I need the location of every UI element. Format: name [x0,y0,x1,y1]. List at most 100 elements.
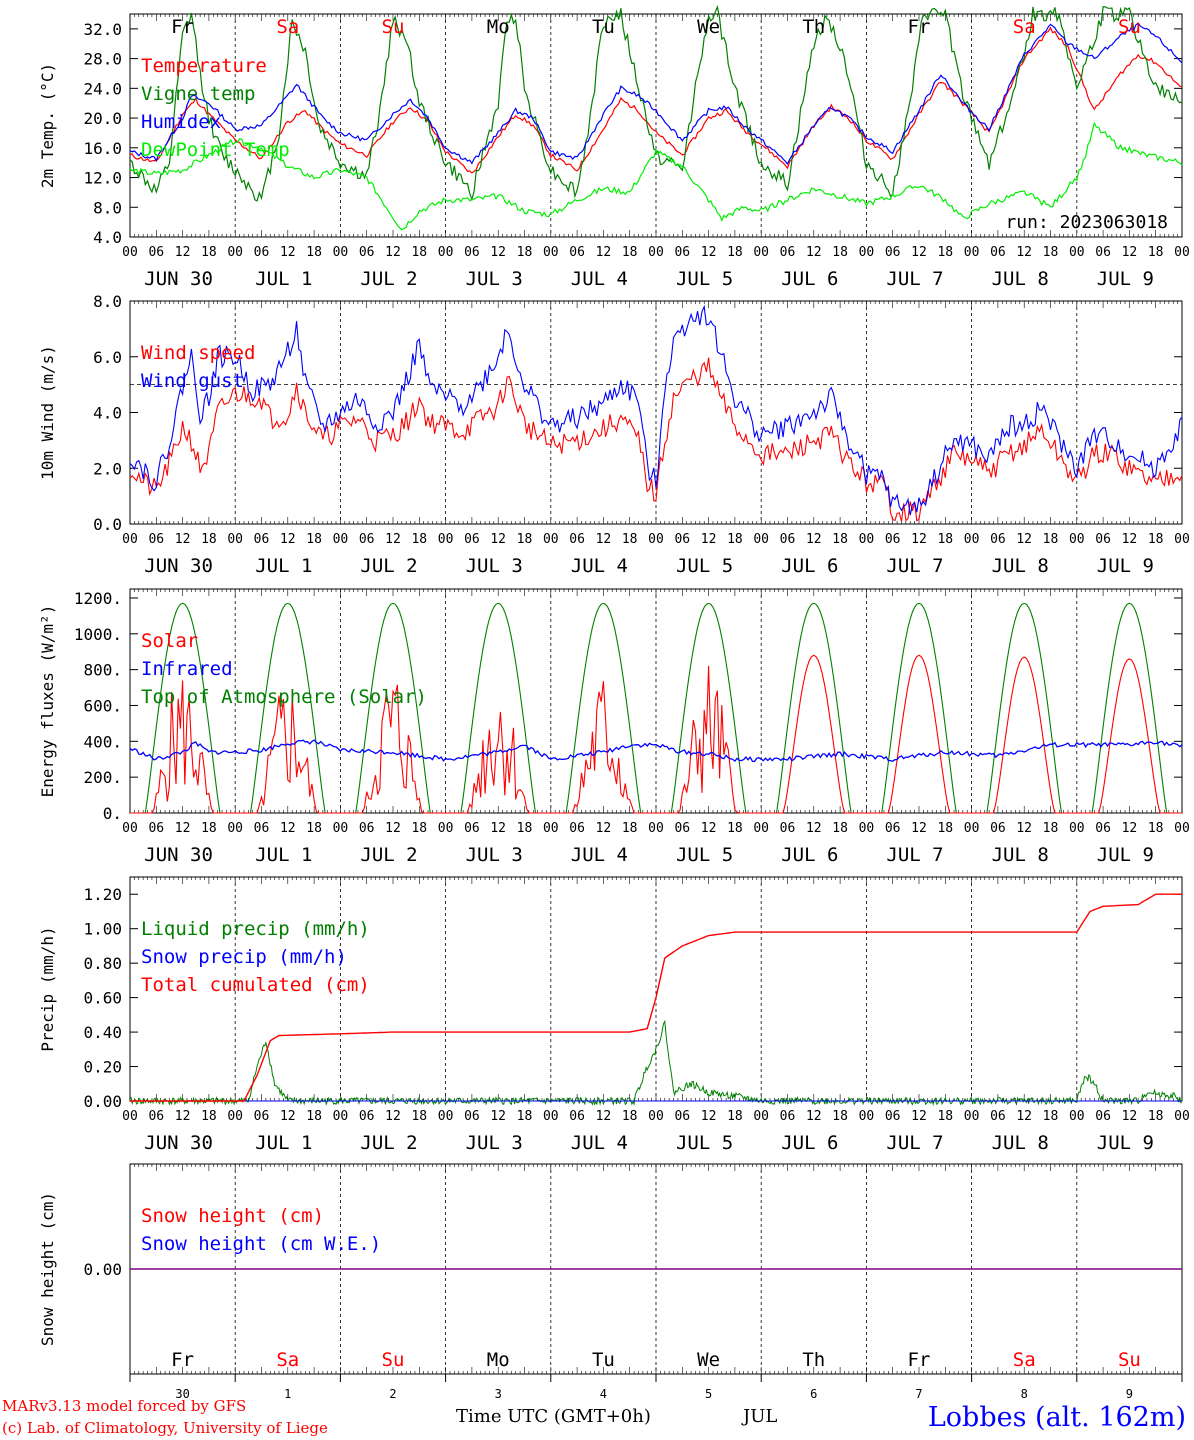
series-line-solar [130,654,1182,814]
date-label: JUL 1 [255,1132,312,1154]
hour-label: 00 [1174,532,1190,547]
day-name: Su [382,1349,405,1371]
y-tick-label: 0.20 [83,1058,122,1077]
hour-label: 12 [1016,821,1032,836]
y-tick-label: 0.00 [83,1260,122,1279]
hour-label: 00 [964,821,980,836]
panel-2 [129,300,1183,525]
hour-label: 12 [385,532,401,547]
date-label: JUL 4 [571,268,628,290]
hour-label: 00 [859,245,875,260]
hour-label: 00 [753,821,769,836]
date-label: JUL 2 [360,844,417,866]
hour-label: 06 [569,532,585,547]
y-axis-title: 10m Wind (m/s) [38,345,57,480]
panel-1 [129,4,1183,238]
hour-label: 06 [148,245,164,260]
date-label: JUL 1 [255,844,312,866]
date-label: JUL 2 [360,268,417,290]
hour-label: 12 [1016,1109,1032,1124]
hour-label: 12 [806,1109,822,1124]
hour-label: 18 [1148,1109,1164,1124]
date-label: JUN 30 [144,268,213,290]
hour-label: 06 [464,532,480,547]
hour-label: 12 [175,245,191,260]
hour-label: 18 [1043,245,1059,260]
day-number: 8 [1021,1387,1028,1401]
hour-label: 00 [122,821,138,836]
date-label: JUL 6 [781,555,838,577]
y-tick-label: 8.0 [93,198,122,217]
day-number: 3 [495,1387,502,1401]
hour-label: 18 [1148,245,1164,260]
panel-frame [129,300,1183,525]
panel-5 [129,1163,1183,1382]
y-tick-label: 28.0 [83,50,122,69]
hour-label: 06 [254,532,270,547]
hour-label: 00 [964,532,980,547]
hour-label: 06 [885,532,901,547]
hour-label: 06 [254,1109,270,1124]
y-tick-label: 8.0 [93,292,122,311]
date-label: JUL 5 [676,555,733,577]
hour-label: 18 [1148,532,1164,547]
day-name: Tu [592,1349,615,1371]
date-label: JUL 3 [466,268,523,290]
date-label: JUL 2 [360,1132,417,1154]
hour-label: 18 [306,245,322,260]
legend-entry: Infrared [141,658,233,680]
date-label: JUL 9 [1097,268,1154,290]
hour-label: 18 [411,532,427,547]
hour-label: 06 [674,532,690,547]
hour-label: 00 [648,532,664,547]
hour-label: 06 [569,1109,585,1124]
day-name: Mo [487,1349,510,1371]
hour-label: 06 [359,532,375,547]
date-label: JUL 2 [360,555,417,577]
hour-label: 12 [596,1109,612,1124]
y-tick-label: 1.20 [83,885,122,904]
hour-label: 06 [1095,1109,1111,1124]
y-tick-label: 0.00 [83,1092,122,1111]
hour-label: 12 [490,245,506,260]
hour-label: 00 [859,821,875,836]
y-tick-label: 1000. [74,625,122,644]
y-axis-title: 2m Temp. (°C) [38,63,57,188]
date-label: JUN 30 [144,555,213,577]
hour-label: 18 [727,245,743,260]
legend-entry: Wind speed [141,342,255,364]
hour-label: 18 [1043,532,1059,547]
hour-label: 12 [280,1109,296,1124]
hour-label: 06 [254,245,270,260]
date-label: JUL 7 [886,555,943,577]
day-name: Th [802,16,825,38]
hour-label: 06 [464,245,480,260]
day-name: Sa [276,16,299,38]
hour-label: 12 [280,245,296,260]
hour-label: 12 [596,821,612,836]
series-line [129,357,1183,522]
hour-label: 18 [411,821,427,836]
date-label: JUL 8 [992,555,1049,577]
hour-label: 00 [438,245,454,260]
date-label: JUL 1 [255,268,312,290]
hour-label: 00 [227,532,243,547]
panel-3 [129,588,1183,814]
hour-label: 18 [1148,821,1164,836]
date-label: JUL 8 [992,844,1049,866]
hour-label: 06 [464,821,480,836]
series-line-infrared [129,739,1183,763]
hour-label: 12 [911,245,927,260]
hour-label: 18 [1043,1109,1059,1124]
y-tick-label: 4.0 [93,404,122,423]
y-tick-label: 0. [103,804,122,823]
hour-label: 12 [911,1109,927,1124]
hour-label: 12 [806,821,822,836]
hour-label: 12 [385,821,401,836]
hour-label: 18 [832,532,848,547]
hour-label: 18 [201,821,217,836]
y-tick-label: 24.0 [83,79,122,98]
hour-label: 06 [990,821,1006,836]
hour-label: 06 [990,1109,1006,1124]
hour-label: 00 [1174,245,1190,260]
